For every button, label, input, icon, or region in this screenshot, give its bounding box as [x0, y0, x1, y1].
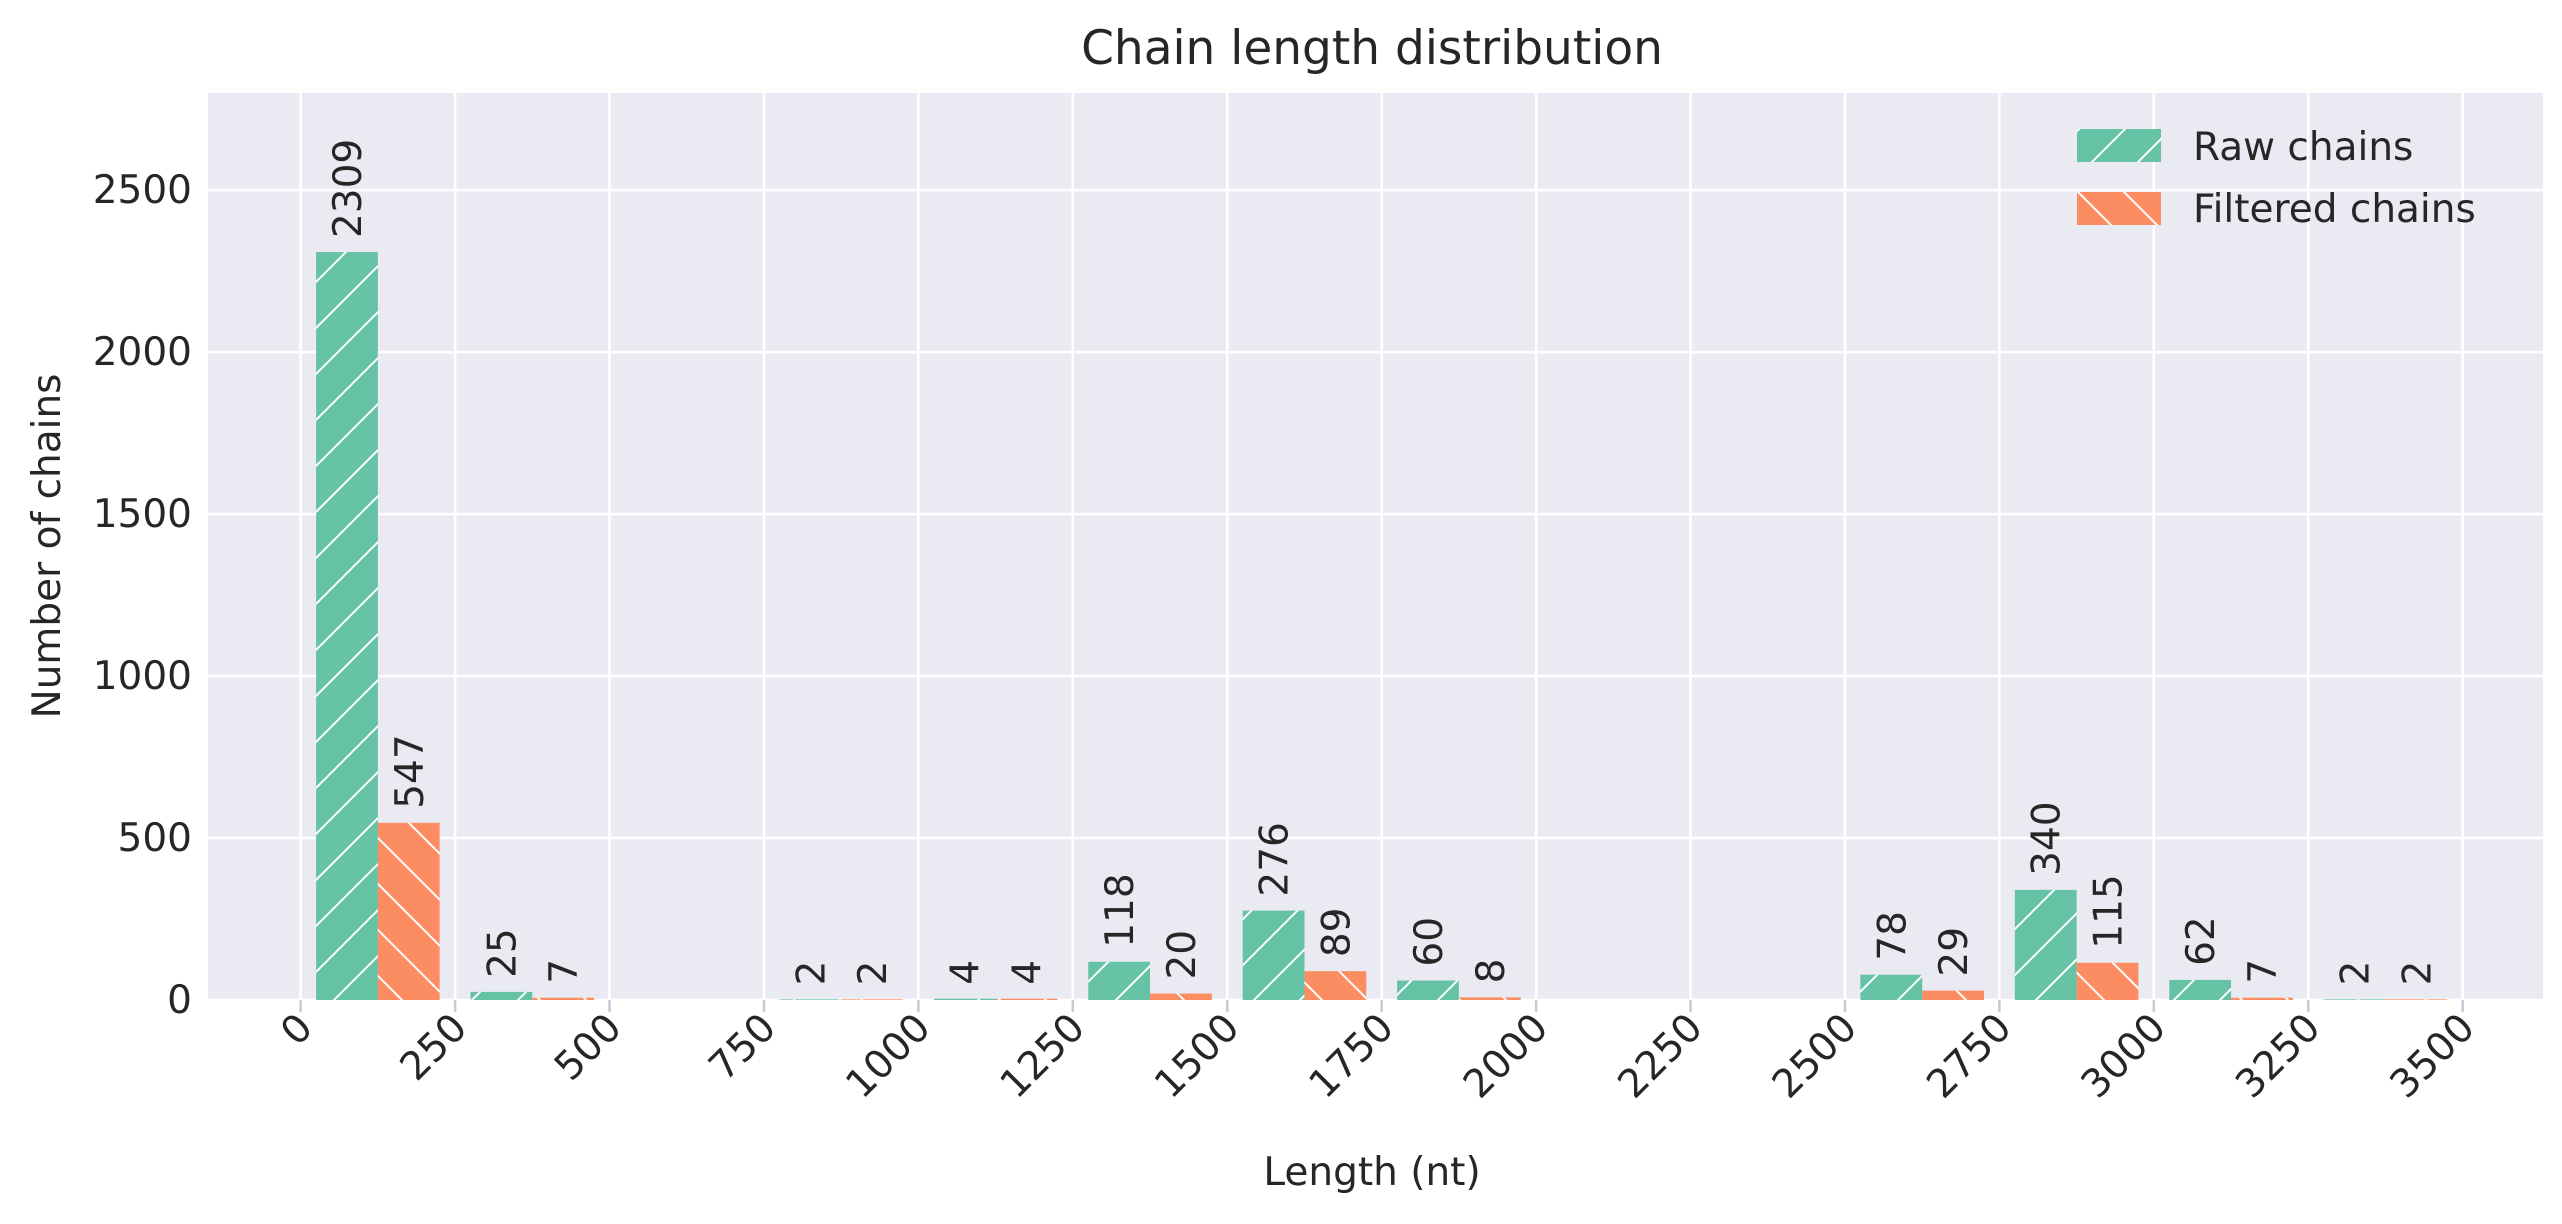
- bar-value-label: 276: [1253, 822, 1298, 896]
- y-tick-label: 2000: [93, 330, 192, 375]
- bar-value-label: 547: [388, 734, 433, 808]
- x-tick-label: 1250: [992, 1005, 1094, 1107]
- x-tick-label: 250: [392, 1005, 476, 1089]
- bar-raw-chains-hatch: [2323, 999, 2386, 1000]
- bar-raw-chains-hatch: [2169, 979, 2232, 1000]
- bar-value-label: 7: [2241, 959, 2286, 984]
- bar-filtered-chains-hatch: [532, 997, 595, 1000]
- bar-value-label: 20: [1160, 930, 1205, 980]
- bar-raw-chains-hatch: [1397, 980, 1459, 1000]
- chart-title: Chain length distribution: [1081, 21, 1663, 76]
- y-axis-label: Number of chains: [25, 374, 70, 719]
- bar-filtered-chains-hatch: [1458, 997, 1521, 1000]
- y-tick-label: 1500: [93, 492, 192, 537]
- x-tick-label: 1000: [837, 1005, 939, 1107]
- bar-raw-chains-hatch: [1860, 974, 1923, 1000]
- bar-raw-chains-hatch: [779, 999, 842, 1000]
- bar-value-label: 62: [2179, 916, 2224, 966]
- x-tick-label: 2750: [1918, 1005, 2020, 1107]
- y-tick-label: 1000: [93, 654, 192, 699]
- y-tick-label: 500: [118, 816, 192, 861]
- bar-raw-chains-hatch: [470, 991, 533, 1000]
- legend-label-raw-chains: Raw chains: [2193, 125, 2413, 170]
- bar-raw-chains-hatch: [1088, 961, 1151, 1000]
- bar-filtered-chains-hatch: [841, 999, 903, 1000]
- bar-value-label: 78: [1870, 911, 1915, 961]
- bar-raw-chains-hatch: [1242, 910, 1305, 1000]
- x-tick-label: 3250: [2227, 1005, 2329, 1107]
- x-tick-label: 1500: [1146, 1005, 1248, 1107]
- legend-label-filtered-chains: Filtered chains: [2193, 187, 2476, 232]
- bar-value-label: 118: [1098, 873, 1143, 947]
- bar-filtered-chains-hatch: [2076, 962, 2139, 1000]
- bar-value-label: 89: [1314, 908, 1359, 958]
- x-tick-label: 500: [546, 1005, 630, 1089]
- bar-value-label: 2: [2395, 961, 2440, 986]
- bar-value-label: 2: [851, 961, 896, 986]
- y-tick-label: 2500: [93, 168, 192, 213]
- bar-value-label: 25: [480, 928, 525, 978]
- bar-value-label: 2: [2334, 961, 2379, 986]
- bar-value-label: 8: [1469, 959, 1514, 984]
- bar-value-label: 4: [1005, 960, 1050, 985]
- legend: Raw chains Filtered chains: [2077, 125, 2476, 232]
- x-axis-label: Length (nt): [1263, 1150, 1480, 1195]
- bar-raw-chains-hatch: [316, 252, 378, 1000]
- x-tick-label: 2250: [1610, 1005, 1712, 1107]
- x-tick-label: 2000: [1455, 1005, 1557, 1107]
- bar-filtered-chains-hatch: [1922, 990, 1984, 1000]
- bar-value-label: 7: [542, 959, 587, 984]
- bar-value-label: 4: [944, 960, 989, 985]
- y-tick-label: 0: [167, 978, 192, 1023]
- bars: [316, 252, 2448, 1000]
- bar-value-label: 2: [789, 961, 834, 986]
- x-tick-label: 3000: [2073, 1005, 2175, 1107]
- x-tick-label: 2500: [1764, 1005, 1866, 1107]
- bar-value-label: 340: [2025, 801, 2070, 875]
- y-axis: 0 500 1000 1500 2000 2500: [93, 168, 192, 1023]
- bar-raw-chains-hatch: [2014, 889, 2077, 1000]
- x-tick-label: 1750: [1301, 1005, 1403, 1107]
- x-tick-label: 750: [701, 1005, 785, 1089]
- grid: [208, 93, 2543, 1002]
- bar-value-label: 115: [2087, 874, 2132, 948]
- bar-filtered-chains-hatch: [377, 822, 440, 1000]
- bar-filtered-chains-hatch: [1304, 971, 1367, 1000]
- bar-filtered-chains-hatch: [2231, 997, 2293, 1000]
- x-axis: 0 250 500 750 1000 1250 1500 1750 2000 2250 2500 27…: [272, 1000, 2484, 1107]
- x-tick-label: 3500: [2382, 1005, 2484, 1107]
- bar-value-label: 60: [1407, 917, 1452, 967]
- bar-filtered-chains-hatch: [995, 998, 1058, 1000]
- x-tick-label: 0: [272, 1005, 321, 1054]
- bar-value-label: 29: [1932, 927, 1977, 977]
- bar-raw-chains-hatch: [933, 998, 996, 1000]
- bar-value-label: 2309: [326, 139, 371, 238]
- bar-filtered-chains-hatch: [2385, 999, 2448, 1000]
- bar-filtered-chains-hatch: [1150, 993, 1212, 1000]
